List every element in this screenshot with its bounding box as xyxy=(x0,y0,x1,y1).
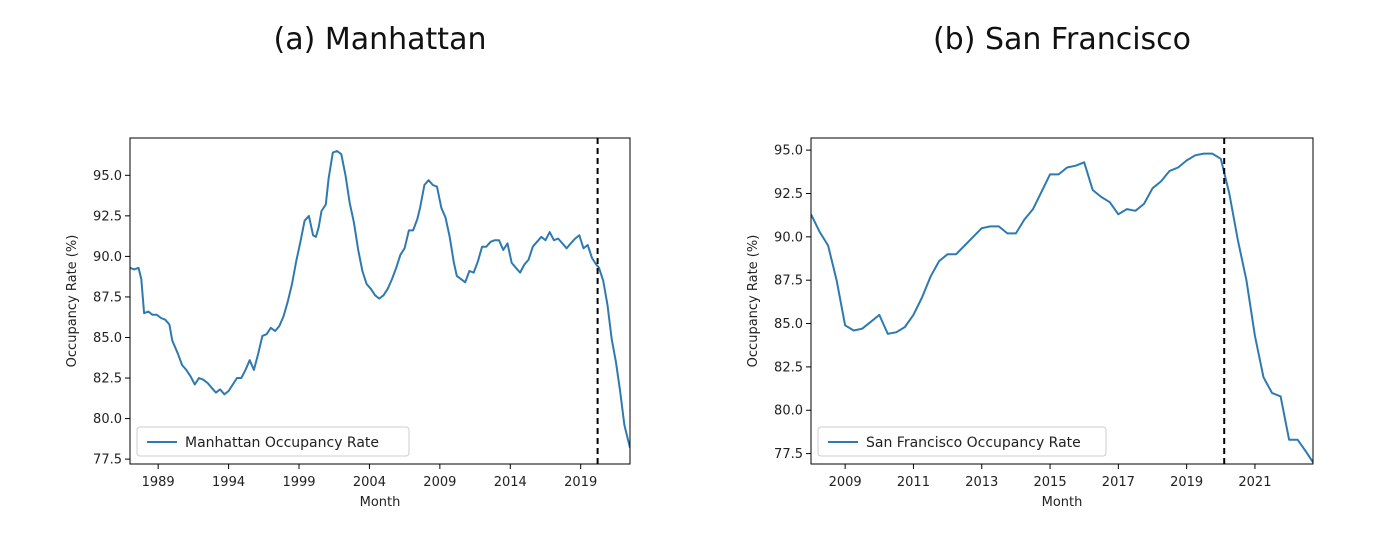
y-tick-label: 92.5 xyxy=(774,187,803,202)
chart-title-manhattan: (a) Manhattan xyxy=(273,22,487,57)
y-tick-label: 77.5 xyxy=(774,447,803,462)
y-tick-label: 92.5 xyxy=(93,209,122,224)
chart-title-san-francisco: (b) San Francisco xyxy=(932,22,1192,57)
y-tick-label: 80.0 xyxy=(93,412,122,427)
x-tick-label: 2004 xyxy=(353,475,386,490)
y-tick-label: 82.5 xyxy=(93,372,122,387)
plot-frame xyxy=(810,137,1314,465)
panel-manhattan: 1989 1994 1999 2004 2009 2014 2019 77.5 80.0 82.5… xyxy=(65,137,631,510)
x-tick-label: 2019 xyxy=(1170,475,1203,490)
legend: San Francisco Occupancy Rate xyxy=(817,426,1107,457)
x-tick-label: 2009 xyxy=(829,475,862,490)
plot-frame xyxy=(129,137,631,465)
y-tick-label: 95.0 xyxy=(774,144,803,159)
x-tick-label: 2009 xyxy=(423,475,456,490)
y-tick-label: 85.0 xyxy=(774,317,803,332)
y-tick-label: 82.5 xyxy=(774,360,803,375)
x-tick-label: 2019 xyxy=(564,475,597,490)
legend: Manhattan Occupancy Rate xyxy=(136,426,410,457)
y-tick-label: 85.0 xyxy=(93,331,122,346)
x-tick-label: 2011 xyxy=(897,475,930,490)
x-tick-label: 2014 xyxy=(494,475,527,490)
x-tick-label: 2017 xyxy=(1102,475,1135,490)
x-axis-label: Month xyxy=(1042,495,1083,510)
legend-box xyxy=(817,426,1107,457)
series-line-san-francisco xyxy=(811,152,1313,463)
x-tick-label: 1994 xyxy=(212,475,245,490)
x-tick-label: 2021 xyxy=(1238,475,1271,490)
y-tick-label: 90.0 xyxy=(774,230,803,245)
y-axis-label: Occupancy Rate (%) xyxy=(746,235,761,368)
y-tick-label: 95.0 xyxy=(93,169,122,184)
x-tick-label: 2013 xyxy=(965,475,998,490)
y-tick-label: 80.0 xyxy=(774,404,803,419)
legend-box xyxy=(136,426,410,457)
legend-entry: Manhattan Occupancy Rate xyxy=(185,435,379,451)
legend-entry: San Francisco Occupancy Rate xyxy=(866,435,1081,451)
x-tick-label: 1989 xyxy=(142,475,175,490)
x-tick-label: 1999 xyxy=(282,475,315,490)
y-axis-label: Occupancy Rate (%) xyxy=(65,235,80,368)
y-tick-label: 87.5 xyxy=(93,290,122,305)
y-tick-label: 77.5 xyxy=(93,453,122,468)
x-axis-label: Month xyxy=(360,495,401,510)
y-tick-label: 87.5 xyxy=(774,274,803,289)
x-tick-label: 2015 xyxy=(1034,475,1067,490)
panel-san-francisco: 2009 2011 2013 2015 2017 2019 2021 77.5 80.0 82.5… xyxy=(746,137,1314,510)
series-line-manhattan xyxy=(130,150,630,449)
y-tick-label: 90.0 xyxy=(93,250,122,265)
